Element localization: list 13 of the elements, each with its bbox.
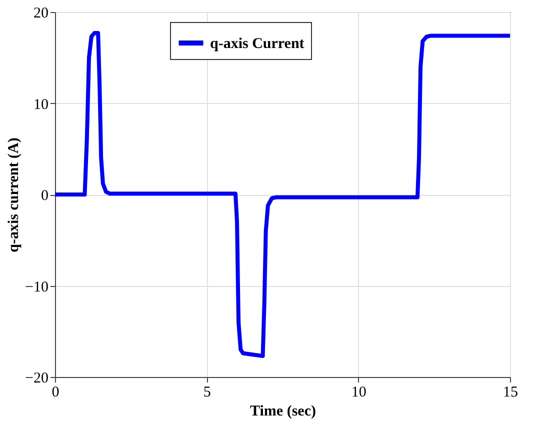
legend-label: q-axis Current [210,36,304,52]
y-axis-title: q-axis current (A) [6,138,22,252]
y-tick-label: 0 [41,188,48,204]
x-tick-label: 5 [203,384,211,400]
y-tick-label: 10 [34,96,48,113]
x-axis-title: Time (sec) [250,404,316,420]
y-tick-label: −20 [25,370,48,386]
x-tick-label: 0 [52,384,60,400]
y-tick-label: 20 [34,6,48,22]
line-series [53,30,512,358]
x-tick-label: 10 [351,384,366,400]
x-tick-label: 15 [503,384,518,400]
y-tick-label: −10 [25,279,48,296]
